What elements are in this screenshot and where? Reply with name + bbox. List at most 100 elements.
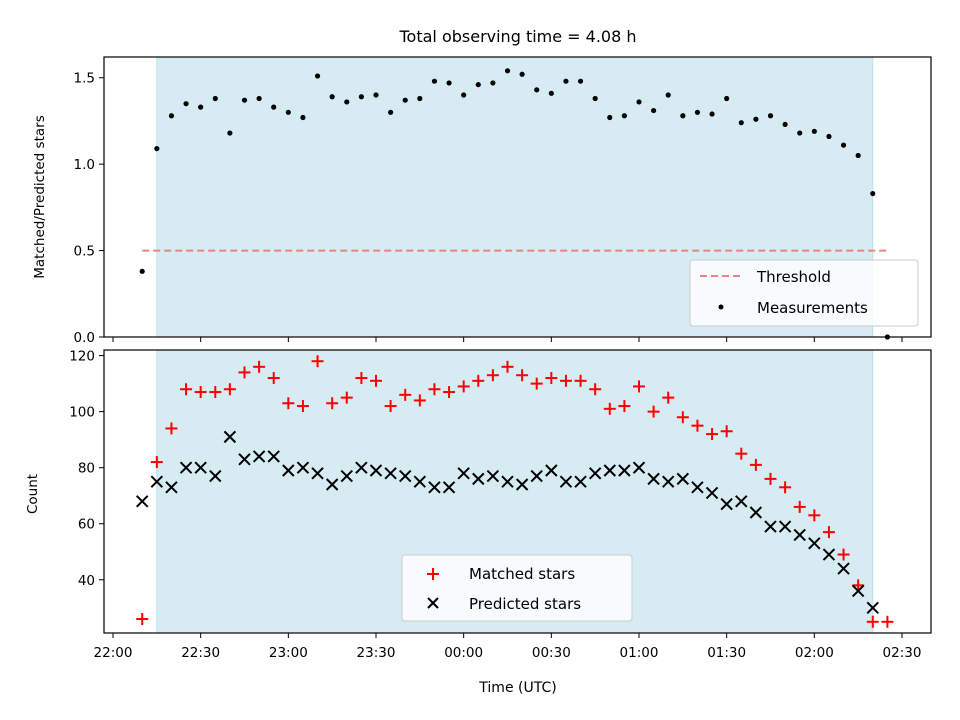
data-point (209, 469, 222, 483)
data-point (461, 92, 467, 98)
data-point (326, 397, 339, 410)
series-predicted-stars (136, 430, 879, 614)
legend-predicted-marker (427, 597, 439, 609)
data-point (428, 481, 441, 494)
data-point (344, 99, 350, 105)
data-point (300, 114, 306, 121)
data-point (150, 456, 163, 469)
x-tick-label: 01:30 (707, 645, 746, 661)
data-point (501, 360, 514, 373)
data-point (782, 121, 788, 128)
x-tick-label: 22:30 (181, 645, 220, 661)
count-legend: Matched stars Predicted stars (401, 554, 633, 622)
data-point (588, 467, 602, 480)
data-point (735, 495, 748, 508)
y-tick-label: 60 (78, 517, 95, 533)
data-point (209, 386, 222, 399)
data-point (154, 146, 160, 152)
data-point (855, 152, 861, 159)
legend-matched-marker (427, 568, 439, 580)
data-point (370, 374, 382, 387)
data-point (165, 422, 178, 435)
data-point (764, 520, 777, 533)
data-point (603, 464, 616, 477)
data-point (691, 419, 704, 432)
data-point (413, 394, 426, 407)
ratio-y-axis: 0.0 0.5 1.0 1.5 (74, 71, 104, 346)
data-point (179, 461, 193, 474)
data-point (545, 464, 558, 477)
data-point (457, 380, 470, 393)
data-point (355, 372, 368, 385)
data-point (136, 612, 149, 625)
x-tick-label: 00:30 (532, 645, 571, 661)
axes-frame (103, 56, 932, 338)
data-point (574, 374, 587, 387)
data-point (680, 113, 686, 119)
count-y-axis: 40 60 80 100 120 (69, 349, 104, 589)
y-tick-label: 1.0 (74, 157, 95, 173)
time-x-axis: 22:00 22:30 23:00 23:30 00:00 00:30 01:00 01:30… (94, 633, 921, 661)
data-point (515, 478, 529, 491)
data-point (753, 116, 759, 122)
data-point (530, 469, 543, 483)
data-point (282, 397, 295, 410)
data-point (548, 90, 554, 96)
data-point (837, 548, 850, 561)
y-tick-label: 0.5 (74, 244, 95, 260)
x-tick-label: 23:00 (269, 645, 308, 661)
data-point (443, 386, 456, 399)
data-point (840, 142, 847, 148)
count-y-axis-label: Count (25, 474, 41, 514)
data-point (256, 95, 262, 102)
data-point (194, 386, 207, 399)
data-point (355, 461, 368, 474)
data-point (822, 526, 835, 539)
data-point (238, 453, 251, 466)
data-point (618, 400, 631, 413)
y-tick-label: 100 (69, 405, 95, 421)
y-tick-label: 120 (69, 349, 95, 365)
data-point (446, 80, 452, 86)
legend-measurements-marker (718, 304, 724, 310)
data-point (592, 95, 598, 102)
data-point (150, 475, 164, 488)
data-point (472, 472, 485, 486)
data-point (618, 464, 631, 477)
data-point (808, 509, 821, 522)
data-point (431, 78, 438, 84)
data-point (738, 120, 744, 126)
y-tick-label: 40 (78, 573, 95, 589)
data-point (793, 500, 806, 513)
data-point (651, 107, 657, 114)
ratio-legend-box (689, 259, 919, 327)
data-point (384, 400, 397, 413)
data-point (559, 374, 572, 387)
axes-frame (103, 349, 932, 634)
data-point (559, 475, 573, 488)
data-point (311, 355, 324, 368)
data-point (227, 130, 233, 136)
data-point (530, 377, 543, 390)
data-point (749, 506, 763, 519)
ratio-legend: Threshold Measurements (689, 259, 919, 327)
data-point (662, 475, 675, 488)
data-point (329, 94, 335, 100)
x-tick-label: 22:00 (94, 645, 133, 661)
data-point (388, 109, 394, 115)
data-point (486, 469, 500, 483)
data-point (165, 481, 178, 494)
data-point (180, 383, 193, 396)
data-point (534, 87, 540, 93)
data-point (545, 372, 558, 385)
legend-measurements-label: Measurements (757, 299, 868, 317)
data-point (724, 95, 730, 102)
x-axis-label: Time (UTC) (478, 680, 556, 696)
x-tick-label: 02:00 (795, 645, 834, 661)
data-point (822, 548, 836, 561)
series-matched-stars (136, 355, 894, 628)
data-point (212, 95, 218, 102)
data-point (866, 615, 879, 628)
data-point (223, 383, 236, 396)
